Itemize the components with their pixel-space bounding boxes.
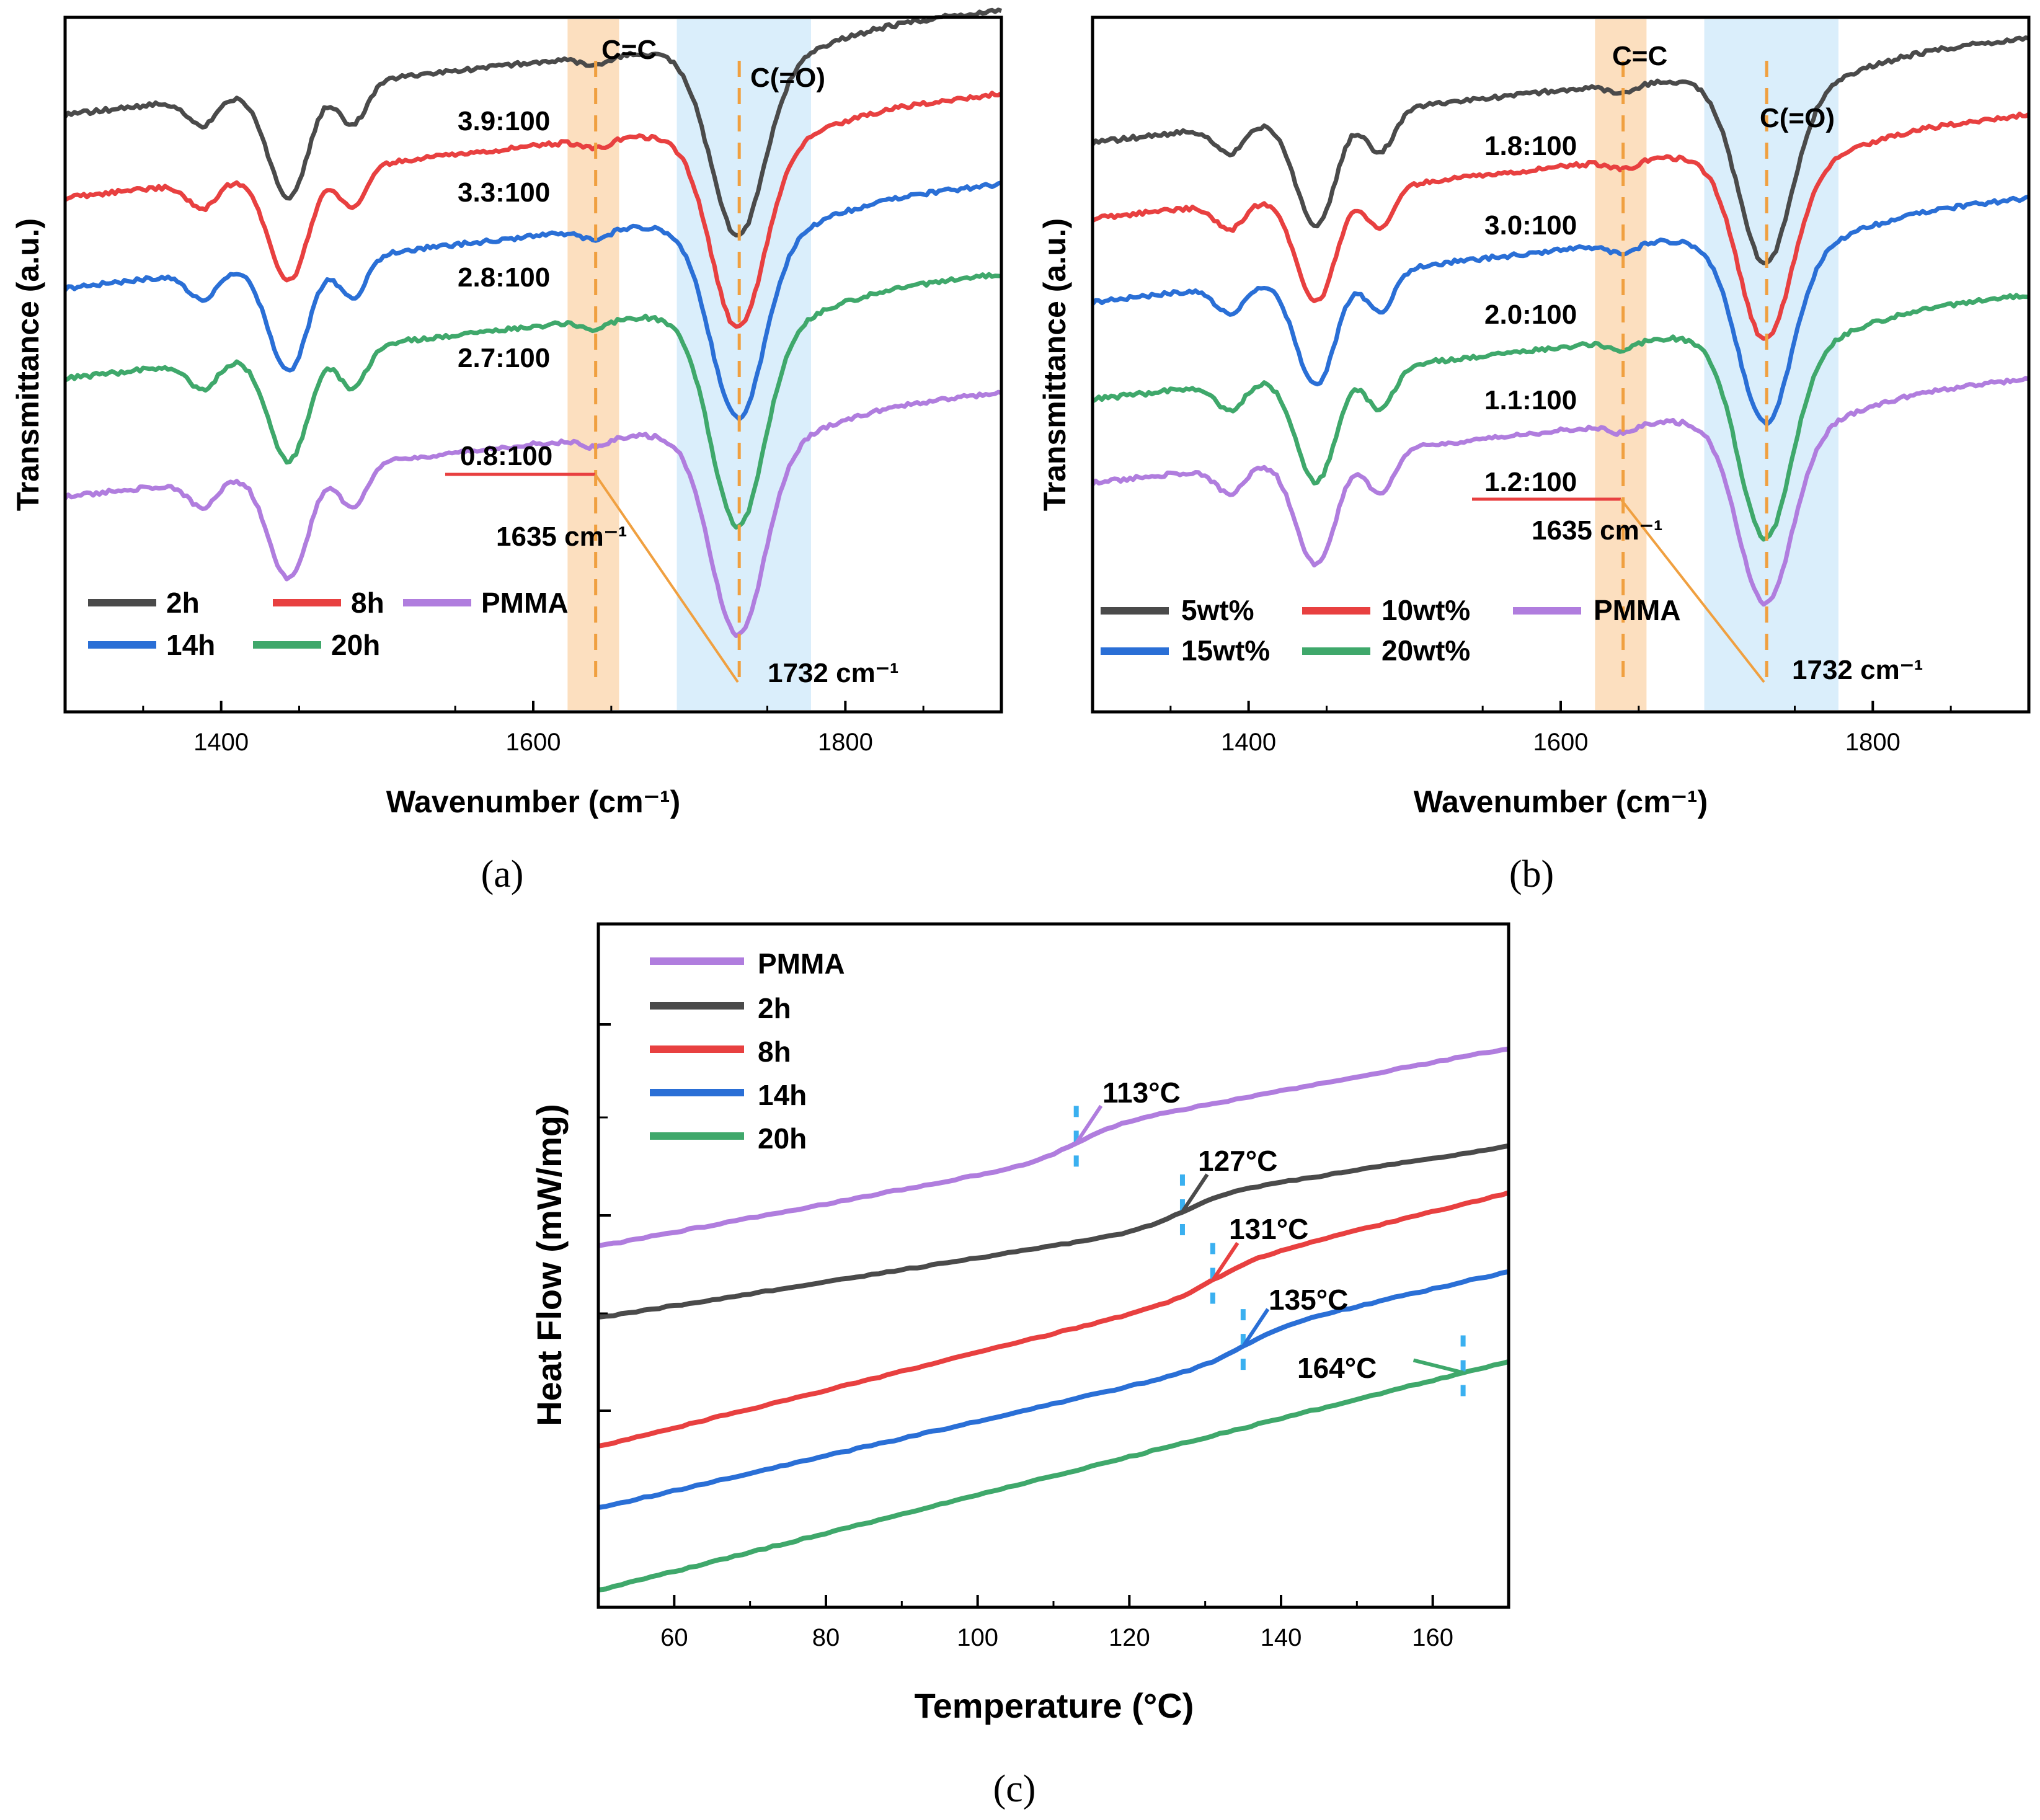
panel-b-xtick-label: 1600 [1533, 729, 1589, 756]
legend-c-2h: 2h [758, 992, 791, 1024]
legend-a-8h: 8h [351, 587, 384, 619]
legend-c-20h: 20h [758, 1122, 807, 1155]
panel-b-xlabel: Wavenumber (cm⁻¹) [1414, 784, 1708, 819]
panel-a: 1400 1600 1800 Wavenumber (cm⁻¹) Transmitt… [11, 7, 1003, 895]
panel-a-band-cc-label: C=C [601, 35, 657, 65]
panel-a-band-0 [567, 19, 619, 710]
panel-a-series-2h [63, 7, 1003, 237]
panel-a-peak-1635-label: 1635 cm⁻¹ [496, 522, 628, 552]
panel-b-series-5wt% [1091, 35, 2030, 265]
panel-c-series-PMMA [598, 1046, 1509, 1248]
panel-a-legend: 2h 8h PMMA 14h 20h [88, 587, 569, 661]
panel-a-ratio-14h: 2.8:100 [458, 262, 550, 293]
legend-c-8h: 8h [758, 1036, 791, 1068]
panel-b-series-10wt% [1091, 112, 2030, 341]
panel-a-series-14h [63, 180, 1003, 422]
panel-c-tg-pmma-label: 113°C [1102, 1076, 1181, 1109]
legend-a-2h: 2h [166, 587, 200, 619]
panel-a-xtick-label: 1400 [193, 729, 249, 756]
panel-a-ratio-2h: 3.9:100 [458, 106, 550, 136]
panel-a-series-8h [64, 91, 1003, 329]
panel-b-series-20wt% [1091, 293, 2029, 542]
panel-b-ratio-5wt: 1.8:100 [1484, 131, 1577, 161]
panel-c-xtick-label: 100 [957, 1624, 998, 1651]
legend-b-10wt: 10wt% [1381, 594, 1470, 626]
panel-a-band-co-label: C(=O) [750, 63, 825, 93]
panel-c-tg-leader-PMMA [1075, 1104, 1103, 1145]
panel-c-legend: PMMA 2h 8h 14h 20h [650, 948, 845, 1155]
panel-c-xtick-label: 120 [1109, 1624, 1150, 1651]
panel-a-ratio-20h: 2.7:100 [458, 343, 550, 373]
panel-b-ratio-10wt: 3.0:100 [1484, 210, 1577, 241]
legend-c-14h: 14h [758, 1079, 807, 1111]
legend-a-20h: 20h [331, 629, 380, 661]
panel-a-xtick-label: 1800 [818, 729, 873, 756]
panel-a-xlabel: Wavenumber (cm⁻¹) [386, 784, 681, 819]
panel-c-tg-2h-label: 127°C [1198, 1145, 1277, 1177]
panel-c-xtick-label: 80 [812, 1624, 840, 1651]
panel-c-tg-leader-8h [1211, 1241, 1240, 1282]
panel-c-tg-14h-label: 135°C [1269, 1284, 1348, 1316]
panel-b-xtick-label: 1800 [1845, 729, 1900, 756]
panel-b-peak-leader [1620, 498, 1765, 683]
panel-b-band-1 [1704, 19, 1838, 710]
panel-c-xlabel: Temperature (°C) [915, 1686, 1194, 1725]
panel-b-ratio-pmma: 1.2:100 [1484, 467, 1577, 497]
panel-c-tg-20h-label: 164°C [1297, 1352, 1377, 1384]
panel-a-series-20h [64, 272, 1002, 530]
legend-a-14h: 14h [166, 629, 215, 661]
panel-c-series-8h [598, 1190, 1510, 1449]
panel-b-band-co-label: C(=O) [1760, 103, 1835, 133]
legend-b-pmma: PMMA [1594, 594, 1681, 626]
panel-b-peak-1732-label: 1732 cm⁻¹ [1792, 655, 1923, 685]
panel-b-band-0 [1595, 19, 1647, 710]
legend-b-5wt: 5wt% [1181, 594, 1254, 626]
panel-b-band-cc-label: C=C [1612, 41, 1667, 71]
panel-c-tg-leader-20h [1412, 1358, 1464, 1375]
panel-a-xtick-label: 1600 [506, 729, 561, 756]
panel-a-peak-leader [594, 473, 739, 683]
panel-b-ylabel: Transmittance (a.u.) [1037, 218, 1072, 511]
panel-c-series-14h [598, 1269, 1509, 1510]
panel-a-ratio-8h: 3.3:100 [458, 177, 550, 208]
panel-a-band-1 [676, 19, 811, 710]
panel-b-xtick-label: 1400 [1221, 729, 1276, 756]
panel-b-ratio-20wt: 1.1:100 [1484, 385, 1577, 415]
panel-c-xtick-label: 160 [1412, 1624, 1453, 1651]
panel-c-xtick-label: 60 [660, 1624, 688, 1651]
panel-b: 1400 1600 1800 Wavenumber (cm⁻¹) Transmitt… [1037, 16, 2031, 895]
legend-c-pmma: PMMA [758, 948, 845, 980]
panel-b-peak-1635-label: 1635 cm⁻¹ [1532, 515, 1663, 546]
panel-c-tg-leader-2h [1181, 1173, 1209, 1213]
panel-c: 60 80 100 120 140 160 Temperature (°C) Heat F… [530, 922, 1510, 1810]
panel-b-series-15wt% [1091, 194, 2030, 427]
panel-c-tg-8h-label: 131°C [1229, 1213, 1308, 1245]
panel-a-caption: (a) [481, 853, 524, 895]
panel-c-frame [596, 922, 1510, 1609]
panel-c-series-20h [598, 1359, 1510, 1592]
panel-b-ratio-15wt: 2.0:100 [1484, 300, 1577, 330]
legend-a-pmma: PMMA [481, 587, 569, 619]
legend-b-15wt: 15wt% [1181, 634, 1270, 667]
panel-b-series-PMMA [1091, 376, 2030, 607]
panel-c-tg-leader-14h [1241, 1308, 1270, 1347]
panel-c-y-ticks [598, 1023, 611, 1412]
panel-b-legend: 5wt% 10wt% PMMA 15wt% 20wt% [1101, 594, 1681, 667]
panel-a-ylabel: Transmittance (a.u.) [11, 218, 45, 511]
panel-c-caption: (c) [993, 1768, 1036, 1810]
panel-b-caption: (b) [1509, 853, 1554, 895]
panel-a-series-PMMA [63, 389, 1003, 638]
panel-c-xtick-label: 140 [1261, 1624, 1302, 1651]
legend-b-20wt: 20wt% [1381, 634, 1470, 667]
panel-a-peak-1732-label: 1732 cm⁻¹ [768, 658, 899, 688]
panel-a-ratio-pmma: 0.8:100 [460, 441, 552, 471]
panel-c-series-2h [598, 1143, 1509, 1320]
panel-c-ylabel: Heat Flow (mW/mg) [530, 1104, 569, 1426]
